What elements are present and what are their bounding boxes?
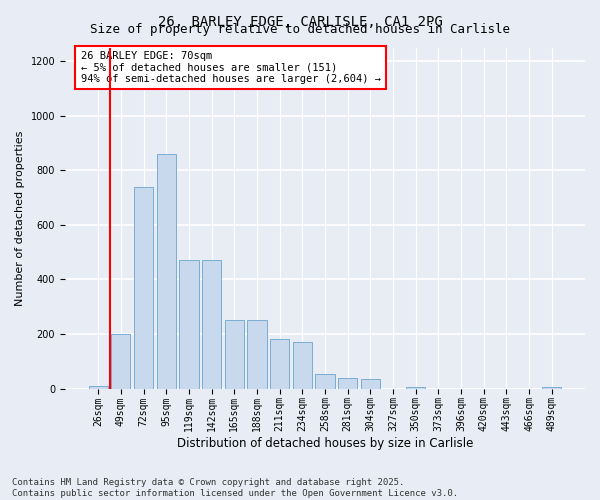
X-axis label: Distribution of detached houses by size in Carlisle: Distribution of detached houses by size … (177, 437, 473, 450)
Bar (247, 320, 266, 388)
Bar (361, 379, 380, 388)
Text: 26 BARLEY EDGE: 70sqm
← 5% of detached houses are smaller (151)
94% of semi-deta: 26 BARLEY EDGE: 70sqm ← 5% of detached h… (80, 51, 380, 84)
Bar (134, 186, 153, 388)
Text: Size of property relative to detached houses in Carlisle: Size of property relative to detached ho… (90, 22, 510, 36)
Y-axis label: Number of detached properties: Number of detached properties (15, 130, 25, 306)
Bar (542, 387, 562, 388)
Bar (270, 340, 289, 388)
Bar (406, 387, 425, 388)
Bar (202, 260, 221, 388)
Bar (89, 386, 108, 388)
Bar (338, 378, 357, 388)
Bar (224, 320, 244, 388)
Bar (293, 342, 312, 388)
Bar (157, 154, 176, 388)
Bar (316, 374, 335, 388)
Text: 26, BARLEY EDGE, CARLISLE, CA1 2PG: 26, BARLEY EDGE, CARLISLE, CA1 2PG (158, 15, 442, 29)
Text: Contains HM Land Registry data © Crown copyright and database right 2025.
Contai: Contains HM Land Registry data © Crown c… (12, 478, 458, 498)
Bar (179, 260, 199, 388)
Bar (111, 334, 130, 388)
